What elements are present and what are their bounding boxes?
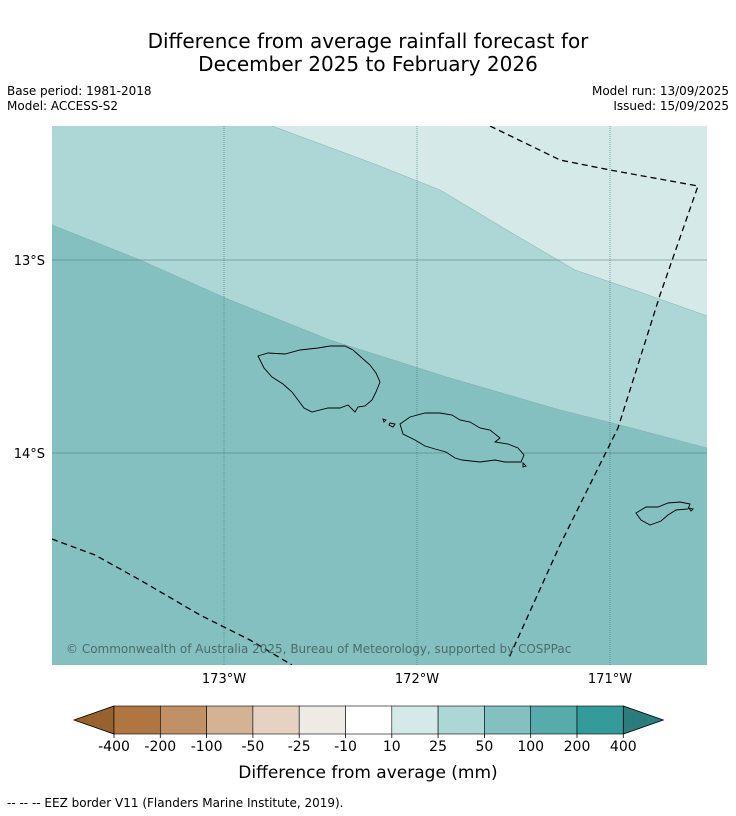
colorbar-cell: [160, 705, 207, 735]
colorbar-cell: [113, 705, 161, 735]
model-name: Model: ACCESS-S2: [7, 99, 119, 113]
lat-label-13s: 13°S: [14, 254, 45, 269]
lon-label-173w: 173°W: [202, 672, 246, 687]
colorbar-cell: [576, 705, 624, 735]
colorbar-tick-label: -400: [98, 739, 130, 755]
lon-label-172w: 172°W: [395, 672, 439, 687]
colorbar-tick-label: -200: [144, 739, 176, 755]
colorbar-tick-label: -100: [191, 739, 223, 755]
meta-right: Model run: 13/09/2025 Issued: 15/09/2025: [592, 84, 729, 114]
colorbar-extend-high: [622, 705, 665, 735]
colorbar-tick-label: 200: [564, 739, 591, 755]
colorbar-cells: [72, 705, 665, 735]
colorbar-tick-label: -25: [288, 739, 311, 755]
islands: [257, 345, 694, 526]
island-tutuila: [635, 501, 691, 526]
issued-date: Issued: 15/09/2025: [613, 99, 729, 113]
eez-border-north: [489, 126, 699, 661]
islet-4: [687, 507, 694, 512]
islet-2: [388, 422, 396, 428]
footnote-eez: -- -- -- EEZ border V11 (Flanders Marine…: [7, 796, 344, 810]
colorbar: -400 -200 -100 -50 -25 -10 10 25 50 100 200 400 Dif…: [72, 705, 665, 783]
colorbar-cell: [530, 705, 578, 735]
islet-1: [382, 418, 387, 423]
colorbar-title: Difference from average (mm): [238, 763, 497, 783]
colorbar-ticks: -400 -200 -100 -50 -25 -10 10 25 50 100 200 400: [98, 734, 637, 755]
colorbar-cell: [484, 705, 531, 735]
colorbar-extend-low: [72, 705, 115, 735]
lon-label-171w: 171°W: [588, 672, 632, 687]
colorbar-cell: [437, 705, 485, 735]
colorbar-cell: [391, 705, 439, 735]
base-period: Base period: 1981-2018: [7, 84, 152, 98]
colorbar-tick-label: -10: [334, 739, 357, 755]
colorbar-tick-label: 50: [475, 739, 493, 755]
contour-10-25: [271, 126, 707, 317]
meta-left: Base period: 1981-2018 Model: ACCESS-S2: [7, 84, 152, 114]
island-savaii: [257, 345, 381, 413]
colorbar-tick-label: 100: [517, 739, 544, 755]
eez-border-south: [52, 538, 293, 665]
colorbar-cell: [345, 705, 393, 735]
title-line-2: December 2025 to February 2026: [198, 52, 538, 76]
colorbar-cell: [298, 705, 346, 735]
colorbar-tick-label: 10: [383, 739, 401, 755]
title-line-1: Difference from average rainfall forecas…: [147, 29, 589, 53]
model-run: Model run: 13/09/2025: [591, 84, 729, 98]
zone-10-25: [272, 126, 707, 316]
colorbar-tick-label: 400: [610, 739, 637, 755]
islet-3: [522, 461, 527, 468]
colorbar-cell: [252, 705, 300, 735]
chart-title: Difference from average rainfall forecas…: [0, 30, 736, 76]
map-area: © Commonwealth of Australia 2025, Bureau…: [52, 126, 707, 665]
copyright-text: © Commonwealth of Australia 2025, Bureau…: [66, 642, 571, 656]
eez-border: [52, 126, 699, 665]
lat-label-14s: 14°S: [14, 447, 45, 462]
colorbar-cell: [206, 705, 254, 735]
colorbar-tick-label: -50: [241, 739, 264, 755]
island-upolu: [399, 412, 525, 463]
colorbar-tick-label: 25: [429, 739, 447, 755]
